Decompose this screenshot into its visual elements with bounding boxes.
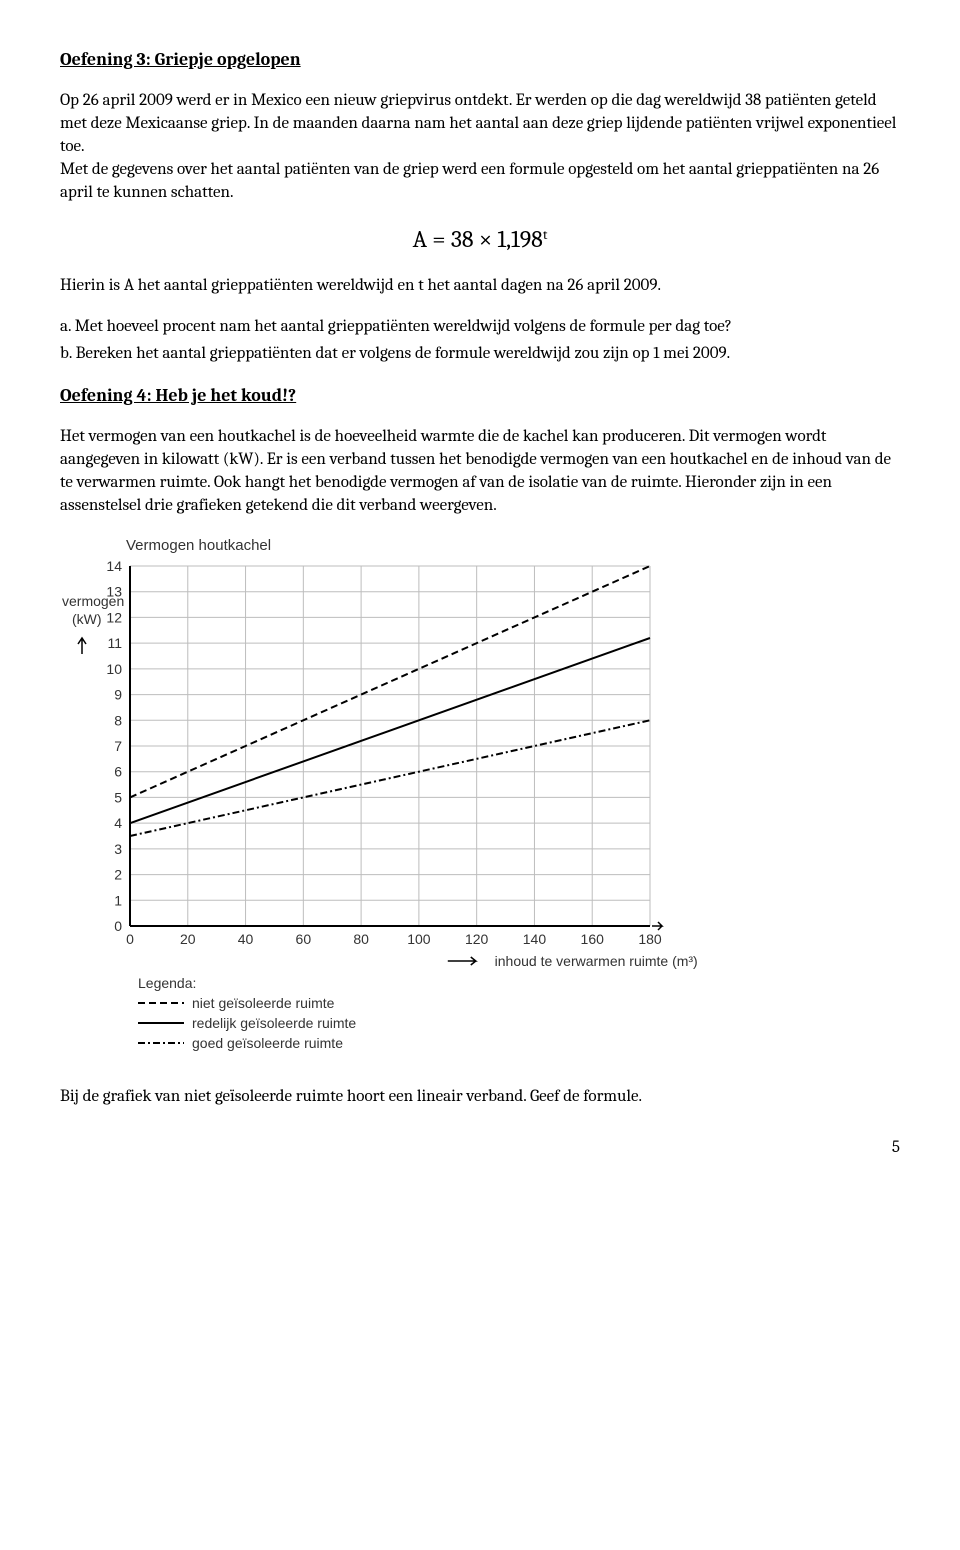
- formula-base: A = 38 × 1,198: [413, 225, 543, 253]
- page-number: 5: [60, 1137, 900, 1160]
- svg-text:vermogen: vermogen: [62, 593, 124, 609]
- svg-text:40: 40: [238, 931, 254, 947]
- svg-text:60: 60: [296, 931, 312, 947]
- svg-text:11: 11: [107, 636, 122, 652]
- line-chart: 0204060801001201401601800123456789101112…: [60, 556, 780, 1076]
- svg-text:12: 12: [106, 610, 122, 626]
- ex4-title: Oefening 4: Heb je het koud!?: [60, 384, 900, 408]
- ex3-para-3: Hierin is A het aantal grieppatiënten we…: [60, 275, 900, 298]
- svg-text:niet geïsoleerde ruimte: niet geïsoleerde ruimte: [192, 995, 335, 1011]
- svg-text:Legenda:: Legenda:: [138, 975, 196, 991]
- ex3-title: Oefening 3: Griepje opgelopen: [60, 48, 900, 72]
- svg-text:7: 7: [114, 738, 122, 754]
- svg-text:2: 2: [114, 867, 122, 883]
- svg-text:0: 0: [126, 931, 134, 947]
- svg-text:5: 5: [114, 790, 122, 806]
- svg-text:140: 140: [523, 931, 547, 947]
- svg-text:(kW): (kW): [72, 611, 102, 627]
- svg-text:80: 80: [353, 931, 369, 947]
- ex4-final: Bij de grafiek van niet geïsoleerde ruim…: [60, 1086, 900, 1109]
- ex3-formula: A = 38 × 1,198t: [60, 223, 900, 255]
- svg-text:redelijk geïsoleerde ruimte: redelijk geïsoleerde ruimte: [192, 1015, 356, 1031]
- ex4-para-1: Het vermogen van een houtkachel is de ho…: [60, 426, 900, 518]
- ex3-q-a: a. Met hoeveel procent nam het aantal gr…: [60, 316, 900, 339]
- svg-text:14: 14: [106, 558, 122, 574]
- ex3-q-b: b. Bereken het aantal grieppatiënten dat…: [60, 343, 900, 366]
- svg-text:goed geïsoleerde ruimte: goed geïsoleerde ruimte: [192, 1035, 343, 1051]
- svg-text:8: 8: [114, 713, 122, 729]
- svg-text:6: 6: [114, 764, 122, 780]
- svg-text:100: 100: [407, 931, 431, 947]
- svg-text:0: 0: [114, 918, 122, 934]
- ex3-para-1: Op 26 april 2009 werd er in Mexico een n…: [60, 90, 900, 159]
- svg-text:120: 120: [465, 931, 489, 947]
- svg-text:10: 10: [106, 661, 122, 677]
- svg-text:3: 3: [114, 841, 122, 857]
- svg-text:180: 180: [638, 931, 662, 947]
- svg-text:inhoud te verwarmen ruimte (m³: inhoud te verwarmen ruimte (m³): [495, 953, 698, 969]
- svg-text:4: 4: [114, 816, 122, 832]
- svg-text:160: 160: [581, 931, 605, 947]
- chart-container: Vermogen houtkachel 02040608010012014016…: [60, 536, 900, 1076]
- svg-text:20: 20: [180, 931, 196, 947]
- chart-title: Vermogen houtkachel: [126, 536, 900, 556]
- formula-exp: t: [543, 226, 548, 243]
- ex3-para-2: Met de gegevens over het aantal patiënte…: [60, 159, 900, 205]
- svg-text:1: 1: [114, 893, 122, 909]
- svg-text:9: 9: [114, 687, 122, 703]
